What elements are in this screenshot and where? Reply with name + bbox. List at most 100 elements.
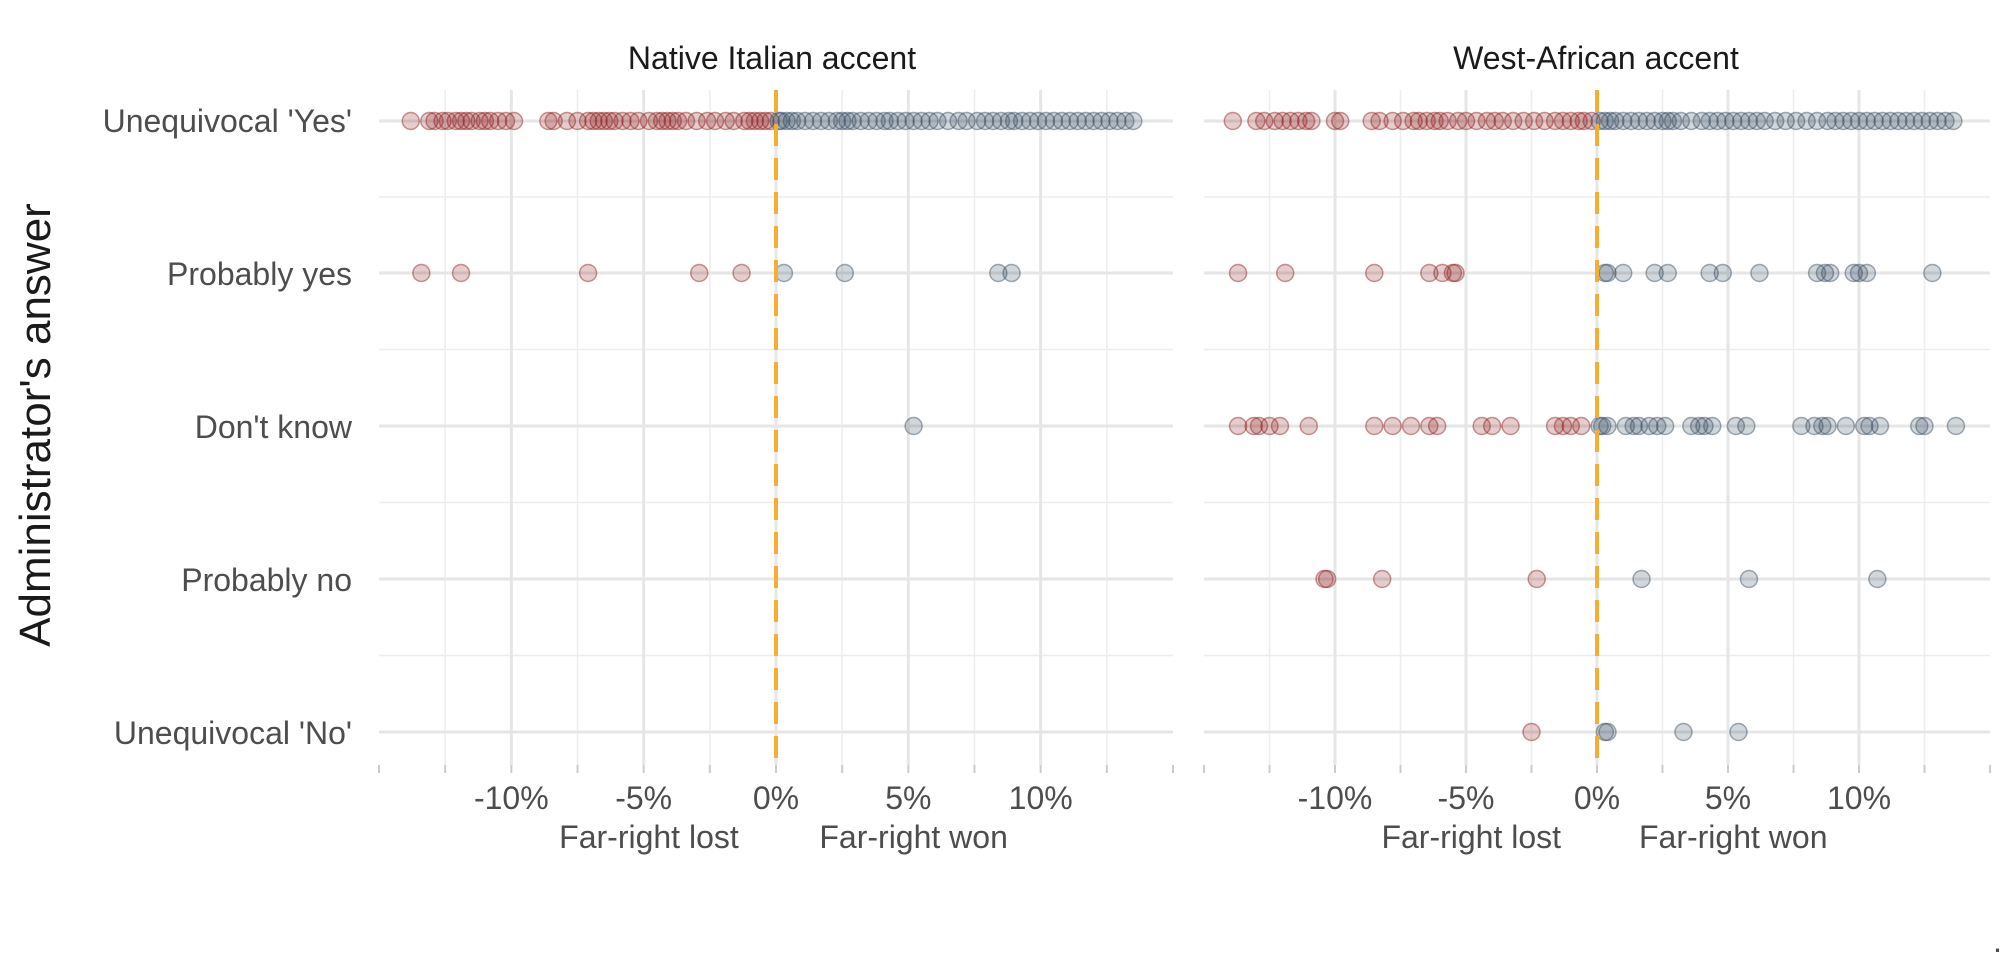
category-label-dont-know: Don't know (195, 409, 353, 445)
data-point (1747, 111, 1767, 131)
data-point (1100, 111, 1119, 131)
data-point (1928, 111, 1947, 131)
data-point (1315, 569, 1334, 589)
data-point (875, 111, 894, 131)
data-point (1545, 416, 1565, 436)
data-point (1870, 416, 1890, 436)
data-point (782, 111, 802, 131)
data-point (835, 263, 855, 283)
data-point (1430, 111, 1450, 131)
data-point (1275, 263, 1295, 283)
data-point (1726, 416, 1746, 436)
data-point (1629, 416, 1649, 436)
data-point (734, 111, 754, 131)
data-point (1572, 416, 1591, 436)
data-point (451, 111, 471, 131)
data-point (446, 111, 466, 131)
x-tick-label: -5% (615, 780, 672, 816)
data-point (1427, 416, 1447, 436)
data-point (1598, 722, 1617, 742)
data-point (1750, 263, 1769, 283)
data-point (1857, 111, 1877, 131)
data-point (539, 111, 558, 131)
data-point (1060, 111, 1080, 131)
data-point (1857, 263, 1877, 283)
data-point (1249, 416, 1269, 436)
data-point (1545, 111, 1565, 131)
data-point (1068, 111, 1087, 131)
data-point (1692, 111, 1712, 131)
data-point (1420, 263, 1439, 283)
data-point (1613, 111, 1633, 131)
data-point (1317, 569, 1337, 589)
data-point (1674, 722, 1693, 742)
data-point (1729, 722, 1748, 742)
panel-title-native-italian: Native Italian accent (628, 40, 916, 76)
x-tick-label: 0% (1574, 780, 1620, 816)
data-point (1501, 416, 1520, 436)
data-point (1923, 263, 1942, 283)
data-point (740, 111, 759, 131)
data-point (1663, 111, 1683, 131)
data-point (1616, 416, 1636, 436)
data-point (1844, 263, 1864, 283)
data-point (1409, 111, 1429, 131)
data-point (1868, 569, 1887, 589)
data-point (1265, 111, 1284, 131)
data-point (724, 111, 743, 131)
data-point (1815, 263, 1835, 283)
data-point (687, 111, 706, 131)
data-point (705, 111, 725, 131)
data-point (1330, 111, 1350, 131)
data-point (1836, 416, 1856, 436)
category-label-probably-yes: Probably yes (167, 256, 352, 292)
data-point (1569, 111, 1588, 131)
data-point (1944, 111, 1963, 131)
data-point (1393, 111, 1413, 131)
data-point (1920, 111, 1939, 131)
data-point (928, 111, 947, 131)
data-point (1881, 111, 1900, 131)
data-point (756, 111, 775, 131)
data-point (1807, 111, 1827, 131)
data-point (904, 416, 923, 436)
data-point (1299, 416, 1319, 436)
x-tick-label: 0% (753, 780, 799, 816)
data-point (1737, 416, 1756, 436)
data-point (1052, 111, 1072, 131)
category-label-probably-no: Probably no (181, 562, 352, 598)
data-point (1443, 263, 1463, 283)
data-point (457, 111, 476, 131)
data-point (1896, 111, 1916, 131)
data-point (1739, 111, 1759, 131)
data-point (819, 111, 839, 131)
data-point (676, 111, 696, 131)
data-point (1448, 111, 1468, 131)
data-point (568, 111, 587, 131)
data-point (1708, 111, 1727, 131)
data-point (750, 111, 770, 131)
data-point (1595, 722, 1615, 742)
data-point (795, 111, 815, 131)
data-point (888, 111, 907, 131)
data-point (1084, 111, 1103, 131)
data-point (1671, 111, 1691, 131)
data-point (1002, 263, 1021, 283)
data-point (1813, 416, 1832, 436)
data-point (1739, 569, 1759, 589)
data-point (999, 111, 1019, 131)
data-point (544, 111, 563, 131)
data-point (1482, 416, 1502, 436)
data-point (425, 111, 444, 131)
data-point (1755, 111, 1774, 131)
data-point (496, 111, 516, 131)
data-point (1713, 263, 1733, 283)
data-point (1841, 111, 1861, 131)
data-point (658, 111, 677, 131)
data-point (1124, 111, 1143, 131)
data-point (1595, 111, 1615, 131)
data-point (1723, 111, 1743, 131)
data-point (920, 111, 939, 131)
data-point (1854, 416, 1874, 436)
data-point (811, 111, 831, 131)
